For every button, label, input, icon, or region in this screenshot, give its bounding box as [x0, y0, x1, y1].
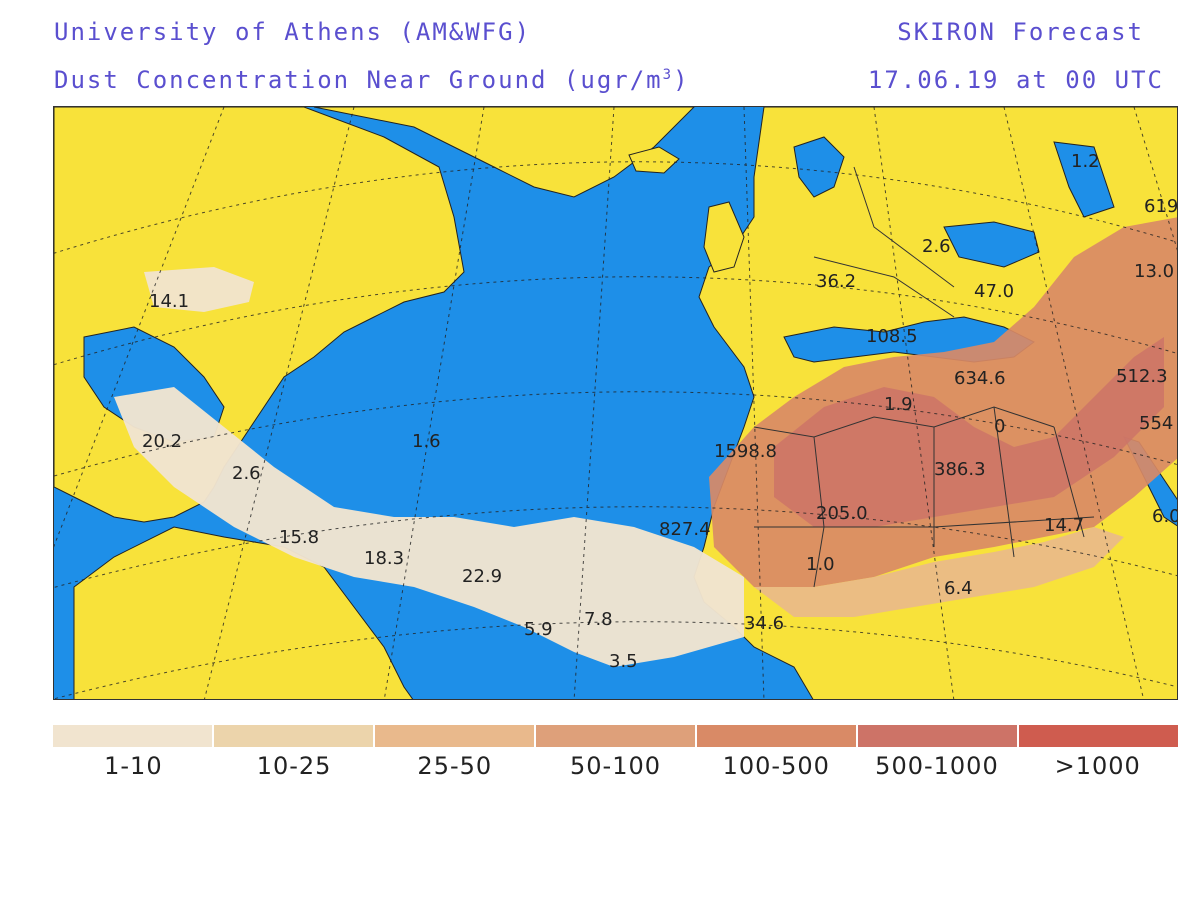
value-label: 634.6: [954, 368, 1006, 389]
institution-title: University of Athens (AM&WFG): [54, 18, 532, 46]
dust-sahel: [754, 527, 1124, 617]
value-label: 5.9: [524, 619, 553, 640]
land-uk: [703, 201, 745, 273]
variable-title: Dust Concentration Near Ground (ugr/m3): [54, 66, 690, 94]
value-label: 3.5: [609, 651, 638, 672]
graticule: [54, 107, 1177, 699]
map-svg: 14.1 20.2 2.6 1.6 15.8 18.3 22.9 5.9 7.8 3.5 827.4…: [54, 107, 1178, 699]
legend-swatch: [858, 725, 1019, 747]
value-label: 36.2: [816, 271, 856, 292]
sea-caspian: [1053, 141, 1115, 218]
legend-label: 10-25: [256, 752, 332, 780]
value-label: 18.3: [364, 548, 404, 569]
legend-label: 1-10: [104, 752, 163, 780]
legend-label: 100-500: [722, 752, 830, 780]
land-greenland: [313, 107, 695, 198]
value-label: 827.4: [659, 519, 711, 540]
value-label: 0: [994, 416, 1005, 437]
variable-close: ): [673, 66, 690, 94]
value-label: 1.2: [1071, 151, 1100, 172]
sea-black: [943, 221, 1040, 268]
dust-map: 14.1 20.2 2.6 1.6 15.8 18.3 22.9 5.9 7.8 3.5 827.4…: [53, 106, 1178, 700]
value-label: 2.6: [922, 236, 951, 257]
value-label: 512.3: [1116, 366, 1168, 387]
value-labels: 14.1 20.2 2.6 1.6 15.8 18.3 22.9 5.9 7.8 3.5 827.4…: [142, 151, 1178, 672]
legend-swatch: [1019, 725, 1178, 747]
legend-labels: 1-10 10-25 25-50 50-100 100-500 500-1000 >1000: [53, 752, 1178, 780]
land-iceland: [628, 146, 680, 174]
value-label: 1598.8: [714, 441, 777, 462]
value-label: 2.6: [232, 463, 261, 484]
value-label: 1.9: [884, 394, 913, 415]
legend-swatch: [375, 725, 536, 747]
legend-swatch: [214, 725, 375, 747]
value-label: 1.0: [806, 554, 835, 575]
unit-exponent: 3: [662, 67, 674, 83]
value-label: 13.0: [1134, 261, 1174, 282]
value-label: 205.0: [816, 503, 868, 524]
color-legend: [53, 725, 1178, 747]
variable-text: Dust Concentration Near Ground (ugr/m: [54, 66, 663, 94]
dust-plume-north: [144, 267, 254, 312]
value-label: 6.4: [944, 578, 973, 599]
sea-north: [793, 136, 845, 198]
dust-sahara-core: [774, 337, 1164, 527]
legend-swatch: [53, 725, 214, 747]
value-label: 14.7: [1044, 515, 1084, 536]
value-label: 386.3: [934, 459, 986, 480]
legend-label: 50-100: [570, 752, 662, 780]
legend-label: 500-1000: [875, 752, 999, 780]
value-label: 7.8: [584, 609, 613, 630]
forecast-name: SKIRON Forecast: [897, 18, 1144, 46]
value-label: 619.2: [1144, 196, 1178, 217]
value-label: 22.9: [462, 566, 502, 587]
value-label: 34.6: [744, 613, 784, 634]
dust-plume-atlantic: [114, 387, 744, 667]
value-label: 15.8: [279, 527, 319, 548]
value-label: 108.5: [866, 326, 918, 347]
value-label: 47.0: [974, 281, 1014, 302]
legend-label: >1000: [1054, 752, 1141, 780]
value-label: 20.2: [142, 431, 182, 452]
value-label: 1.6: [412, 431, 441, 452]
value-label: 6.0: [1152, 506, 1178, 527]
country-borders: [753, 166, 1095, 588]
valid-time: 17.06.19 at 00 UTC: [867, 66, 1164, 94]
value-label: 554: [1139, 413, 1173, 434]
legend-swatch: [536, 725, 697, 747]
land-south-america: [73, 526, 414, 699]
legend-swatch: [697, 725, 858, 747]
legend-label: 25-50: [417, 752, 493, 780]
value-label: 14.1: [149, 291, 189, 312]
